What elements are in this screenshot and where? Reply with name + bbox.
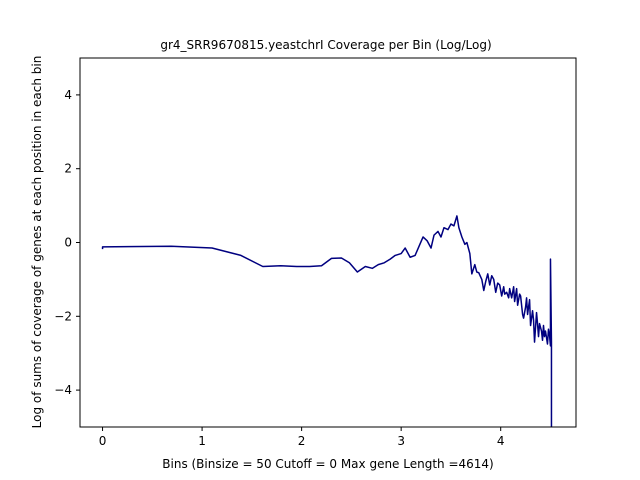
plot-area [101,215,553,427]
y-axis-ticks: −4 −2 0 2 4 [54,88,80,397]
y-tick-label: 0 [64,236,72,250]
x-axis-label: Bins (Binsize = 50 Cutoff = 0 Max gene L… [162,457,493,471]
y-axis-label: Log of sums of coverage of genes at each… [30,56,44,429]
y-tick-label: 4 [64,88,72,102]
chart-title: gr4_SRR9670815.yeastchrI Coverage per Bi… [160,38,491,52]
plot-frame [79,57,577,428]
y-tick-label: −4 [54,383,72,397]
series-line-0 [101,215,553,427]
y-tick-label: 2 [64,162,72,176]
x-axis-ticks: 0 1 2 3 4 [99,427,505,448]
x-tick-label: 1 [198,434,206,448]
x-tick-label: 4 [497,434,505,448]
x-tick-label: 2 [298,434,306,448]
x-tick-label: 3 [397,434,405,448]
y-tick-label: −2 [54,309,72,323]
x-tick-label: 0 [99,434,107,448]
